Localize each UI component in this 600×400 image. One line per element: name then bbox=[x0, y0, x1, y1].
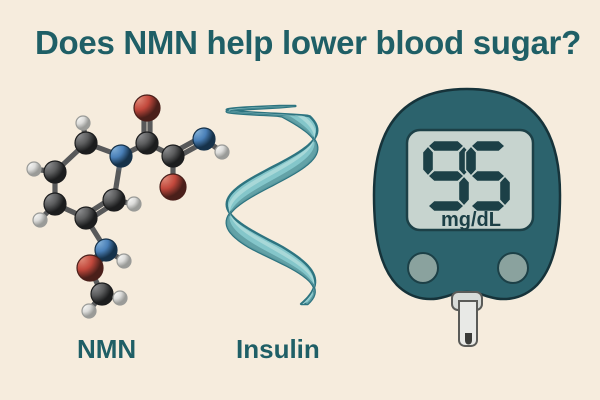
svg-text:mg/dL: mg/dL bbox=[441, 209, 501, 231]
